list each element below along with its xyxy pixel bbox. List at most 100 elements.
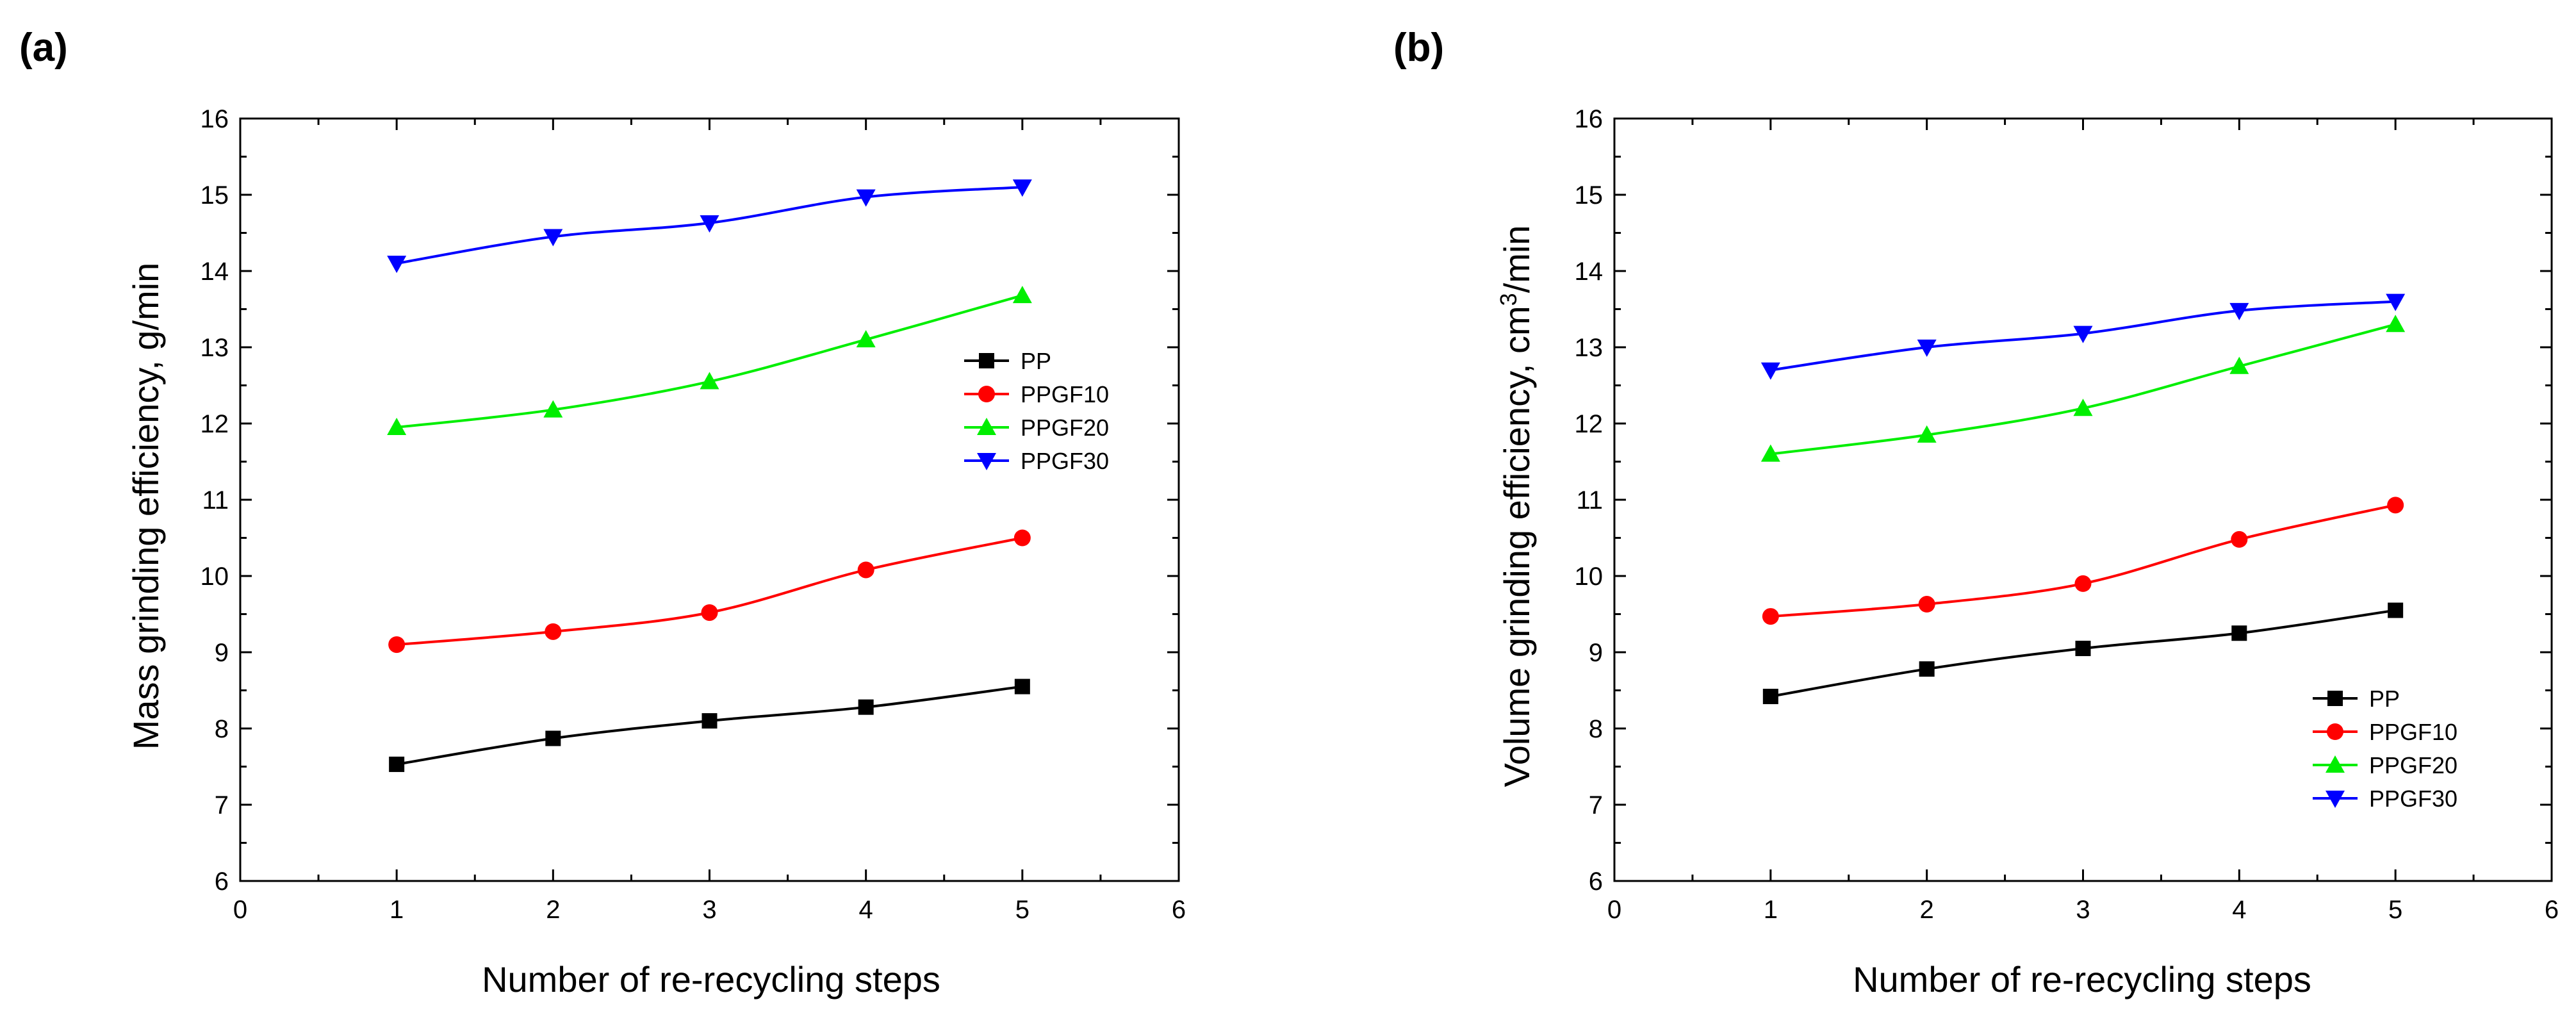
chart-panel-a: (a) 0 1 2 3 4 5 6678910111213141516PPPPGF10PPG… — [19, 26, 1186, 999]
legend-label: PPGF30 — [2369, 786, 2457, 812]
legend-marker — [2326, 791, 2345, 808]
data-point — [389, 756, 405, 772]
y-tick-label: 12 — [201, 410, 229, 438]
x-tick-label: 1 — [390, 896, 404, 924]
legend-label: PPGF20 — [2369, 752, 2457, 778]
series-PPGF20 — [387, 286, 1032, 435]
series-line — [397, 536, 1023, 646]
y-axis-title-main: Volume grinding efficiency, cm — [1497, 306, 1537, 787]
legend-entry: PPGF10 — [964, 381, 1109, 407]
data-point — [2386, 315, 2406, 333]
legend-entry: PP — [964, 348, 1051, 374]
x-tick-label: 2 — [546, 896, 560, 924]
y-tick-label: 11 — [1576, 486, 1603, 514]
data-point — [1760, 444, 1780, 462]
x-tick-label: 0 — [233, 896, 247, 924]
y-tick-label: 7 — [1589, 791, 1603, 819]
chart-panel-b: (b) 0 1 2 3 4 5 6678910111213141516PPPPGF10PPG… — [1393, 26, 2559, 999]
legend-entry: PPGF20 — [2313, 752, 2457, 778]
data-point — [856, 189, 876, 207]
legend-label: PPGF10 — [2369, 719, 2457, 745]
y-tick-label: 14 — [201, 258, 229, 286]
legend-label: PP — [2369, 686, 2400, 712]
x-tick-label: 3 — [2076, 896, 2090, 924]
y-axis-title-main: Mass grinding efficiency, g/min — [126, 263, 166, 750]
x-axis-title: Number of re-recycling steps — [482, 959, 940, 999]
plot-area: 0 1 2 3 4 5 6678910111213141516PPPPGF10PPGF20P… — [1575, 105, 2559, 924]
legend-label: PPGF30 — [1021, 448, 1109, 474]
data-point — [1918, 596, 1935, 613]
data-point — [545, 730, 561, 746]
y-axis-title-superscript: 3 — [1495, 293, 1522, 306]
data-point — [2388, 602, 2404, 618]
y-tick-label: 8 — [1589, 715, 1603, 743]
x-tick-label: 5 — [1015, 896, 1030, 924]
data-point — [2231, 531, 2248, 548]
x-tick-label: 5 — [2388, 896, 2402, 924]
data-point — [2073, 325, 2093, 343]
data-point — [2386, 293, 2406, 311]
data-point — [1919, 661, 1935, 677]
data-point — [1013, 529, 1031, 547]
data-point — [543, 400, 563, 418]
legend: PP PPGF10 PPGF20 PPGF30 — [964, 348, 1109, 474]
data-point — [2073, 399, 2093, 416]
y-tick-label: 16 — [201, 105, 229, 133]
series-PPGF30 — [387, 179, 1032, 274]
data-point — [700, 215, 719, 233]
data-point — [857, 561, 874, 579]
series-line — [1770, 504, 2396, 618]
y-tick-label: 8 — [215, 715, 229, 743]
data-point — [1012, 286, 1032, 304]
data-point — [1014, 679, 1030, 695]
y-tick-label: 6 — [215, 868, 229, 896]
legend-marker — [2327, 723, 2343, 740]
series-PP — [1762, 602, 2404, 705]
legend-marker — [2327, 691, 2343, 706]
series-line — [1770, 323, 2396, 456]
series-PPGF30 — [1760, 293, 2406, 380]
x-tick-label: 0 — [1607, 896, 1621, 924]
legend-marker — [977, 418, 996, 435]
x-tick-label: 6 — [2545, 896, 2559, 924]
y-tick-label: 9 — [215, 639, 229, 667]
y-tick-label: 11 — [202, 486, 229, 514]
y-tick-label: 15 — [1575, 181, 1604, 210]
data-point — [1762, 689, 1778, 705]
data-point — [2229, 356, 2249, 374]
x-tick-label: 3 — [702, 896, 716, 924]
legend-entry: PPGF30 — [964, 448, 1109, 474]
y-axis-title: Mass grinding efficiency, g/min — [126, 263, 166, 750]
series-PPGF10 — [1762, 497, 2404, 625]
y-tick-label: 14 — [1575, 258, 1604, 286]
y-tick-label: 15 — [201, 181, 229, 210]
legend-label: PP — [1021, 348, 1051, 374]
series-PPGF10 — [388, 529, 1031, 654]
y-tick-label: 9 — [1589, 639, 1603, 667]
y-tick-label: 16 — [1575, 105, 1604, 133]
legend-marker — [2326, 755, 2345, 773]
y-tick-label: 13 — [201, 334, 229, 362]
data-point — [1917, 340, 1937, 357]
series-line — [396, 294, 1023, 429]
data-point — [1012, 179, 1032, 197]
legend-marker — [977, 453, 996, 470]
x-tick-label: 1 — [1764, 896, 1778, 924]
data-point — [2074, 575, 2092, 592]
data-point — [2075, 641, 2091, 657]
legend-marker — [978, 386, 995, 402]
legend-marker — [979, 353, 994, 368]
data-point — [2229, 302, 2249, 320]
data-point — [543, 229, 563, 247]
data-point — [701, 713, 718, 729]
y-tick-label: 10 — [1575, 563, 1604, 591]
legend-entry: PPGF10 — [2313, 719, 2457, 745]
y-axis-title: Volume grinding efficiency, cm3/min — [1495, 225, 1537, 787]
plot-area: 0 1 2 3 4 5 6678910111213141516PPPPGF10PPGF20P… — [201, 105, 1186, 924]
panel-label: (b) — [1393, 26, 1444, 70]
series-PP — [389, 679, 1030, 772]
data-point — [1917, 425, 1937, 443]
data-point — [858, 699, 874, 715]
y-tick-label: 10 — [201, 563, 229, 591]
